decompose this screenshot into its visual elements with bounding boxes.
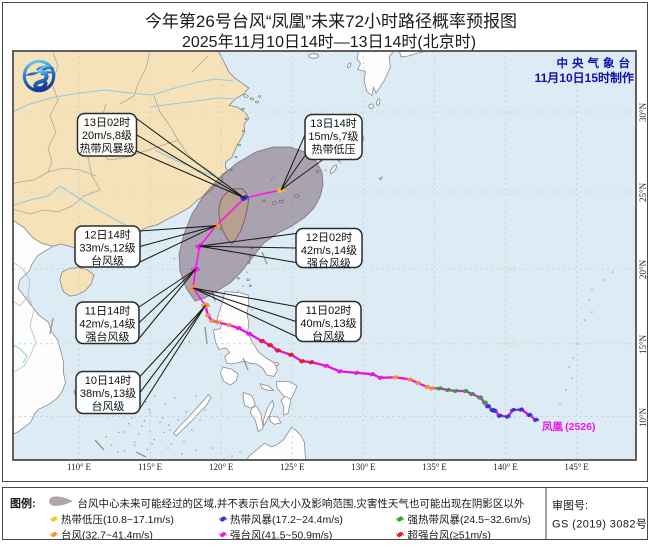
- svg-text:台风级: 台风级: [312, 329, 345, 343]
- svg-text:图例:: 图例:: [10, 496, 36, 510]
- svg-text:审图号:: 审图号:: [552, 498, 588, 512]
- svg-text:40m/s,13级: 40m/s,13级: [300, 317, 356, 330]
- svg-text:11日02时: 11日02时: [306, 304, 352, 317]
- svg-text:42m/s,14级: 42m/s,14级: [79, 318, 135, 331]
- svg-text:台风中心未来可能经过的区域,并不表示台风大小及影响范围,灾害: 台风中心未来可能经过的区域,并不表示台风大小及影响范围,灾害性天气也可能出现在阴…: [78, 497, 525, 510]
- svg-text:10: 10: [506, 412, 516, 422]
- svg-text:台风级: 台风级: [92, 399, 125, 413]
- svg-text:热带低压: 热带低压: [312, 143, 356, 156]
- svg-text:GS (2019) 3082号: GS (2019) 3082号: [552, 518, 647, 531]
- svg-text:台风级: 台风级: [91, 254, 124, 268]
- svg-text:11日14时: 11日14时: [85, 305, 131, 318]
- svg-text:25: 25: [506, 188, 516, 198]
- svg-text:凤凰 (2526): 凤凰 (2526): [542, 421, 595, 433]
- svg-text:热带低压(10.8~17.1m/s): 热带低压(10.8~17.1m/s): [61, 513, 174, 526]
- svg-text:20: 20: [506, 265, 516, 275]
- svg-text:20m/s,8级: 20m/s,8级: [82, 129, 132, 142]
- svg-text:15: 15: [506, 339, 516, 349]
- svg-text:台风(32.7~41.4m/s): 台风(32.7~41.4m/s): [61, 529, 153, 540]
- svg-text:强台风级: 强台风级: [86, 330, 130, 344]
- svg-text:38m/s,13级: 38m/s,13级: [80, 387, 136, 400]
- svg-text:13日14时: 13日14时: [310, 117, 356, 130]
- svg-text:强台风级: 强台风级: [307, 256, 351, 270]
- svg-text:12日14时: 12日14时: [84, 229, 130, 242]
- svg-text:42m/s,14级: 42m/s,14级: [301, 244, 357, 257]
- svg-text:15m/s,7级: 15m/s,7级: [308, 130, 358, 143]
- svg-text:强热带风暴(24.5~32.6m/s): 强热带风暴(24.5~32.6m/s): [408, 513, 531, 526]
- svg-text:13日02时: 13日02时: [84, 116, 130, 129]
- svg-text:热带风暴级: 热带风暴级: [80, 142, 135, 155]
- svg-text:12日02时: 12日02时: [306, 231, 352, 244]
- svg-text:10日14时: 10日14时: [85, 374, 131, 387]
- svg-text:热带风暴(17.2~24.4m/s): 热带风暴(17.2~24.4m/s): [230, 513, 343, 526]
- svg-text:强台风(41.5~50.9m/s): 强台风(41.5~50.9m/s): [230, 529, 332, 540]
- svg-text:超强台风(≥51m/s): 超强台风(≥51m/s): [408, 529, 491, 540]
- svg-text:30: 30: [506, 108, 516, 118]
- svg-text:33m/s,12级: 33m/s,12级: [79, 242, 135, 255]
